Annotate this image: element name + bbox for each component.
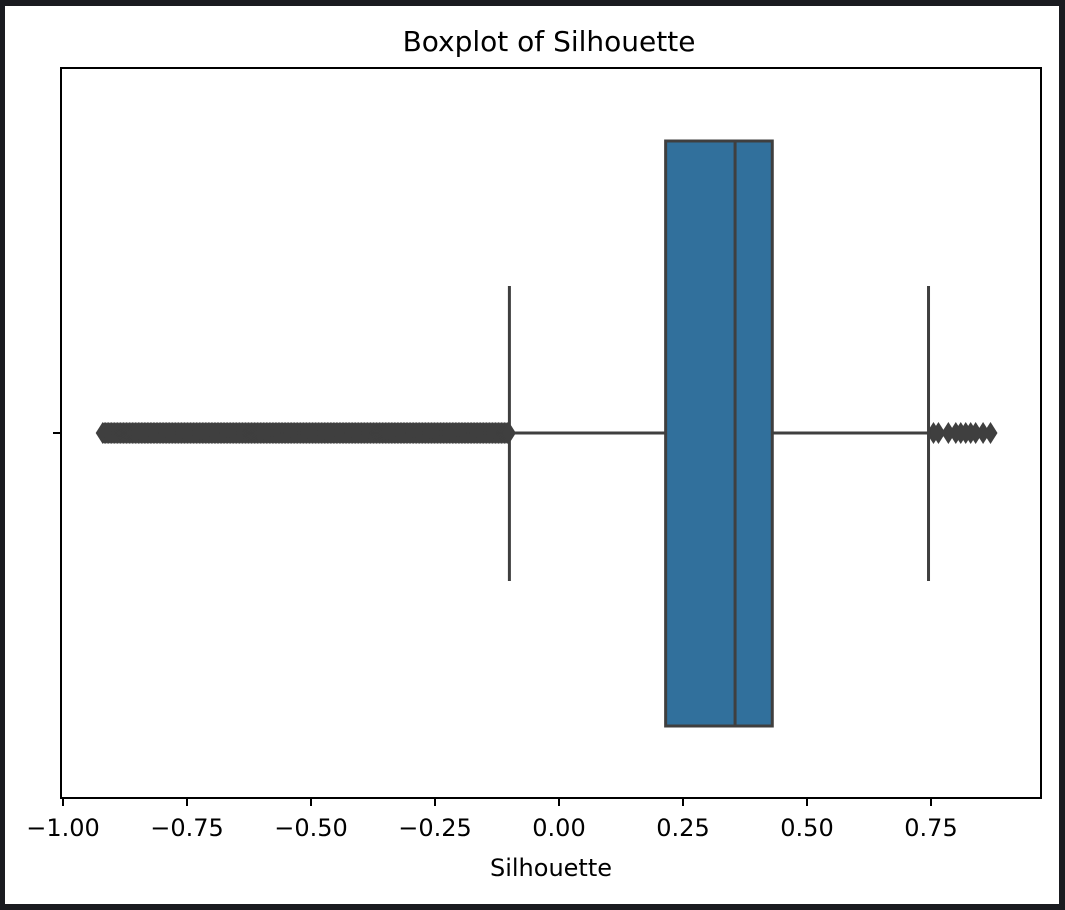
chart-marks	[95, 139, 998, 728]
x-axis-label: Silhouette	[490, 854, 612, 882]
chart-title: Boxplot of Silhouette	[403, 25, 696, 58]
outlier-point	[941, 422, 956, 444]
x-tick-label: 0.00	[532, 814, 585, 842]
boxplot-chart: Boxplot of Silhouette −1.00 −0.75 −0.50 −0.…	[26, 25, 1042, 882]
x-tick-label: −1.00	[26, 814, 100, 842]
x-axis: −1.00 −0.75 −0.50 −0.25 0.00 0.25 0.50 0.75	[26, 798, 958, 842]
x-tick-label: −0.25	[398, 814, 472, 842]
outlier-point	[983, 422, 998, 444]
x-tick-label: 0.75	[904, 814, 957, 842]
iqr-box	[664, 139, 774, 728]
outlier-point	[976, 422, 991, 444]
x-tick-label: 0.50	[780, 814, 833, 842]
x-tick-label: −0.50	[274, 814, 348, 842]
outlier-point	[968, 422, 983, 444]
chart-figure: Boxplot of Silhouette −1.00 −0.75 −0.50 −0.…	[5, 6, 1059, 904]
x-tick-label: −0.75	[150, 814, 224, 842]
outlier-point	[931, 422, 946, 444]
x-tick-label: 0.25	[656, 814, 709, 842]
